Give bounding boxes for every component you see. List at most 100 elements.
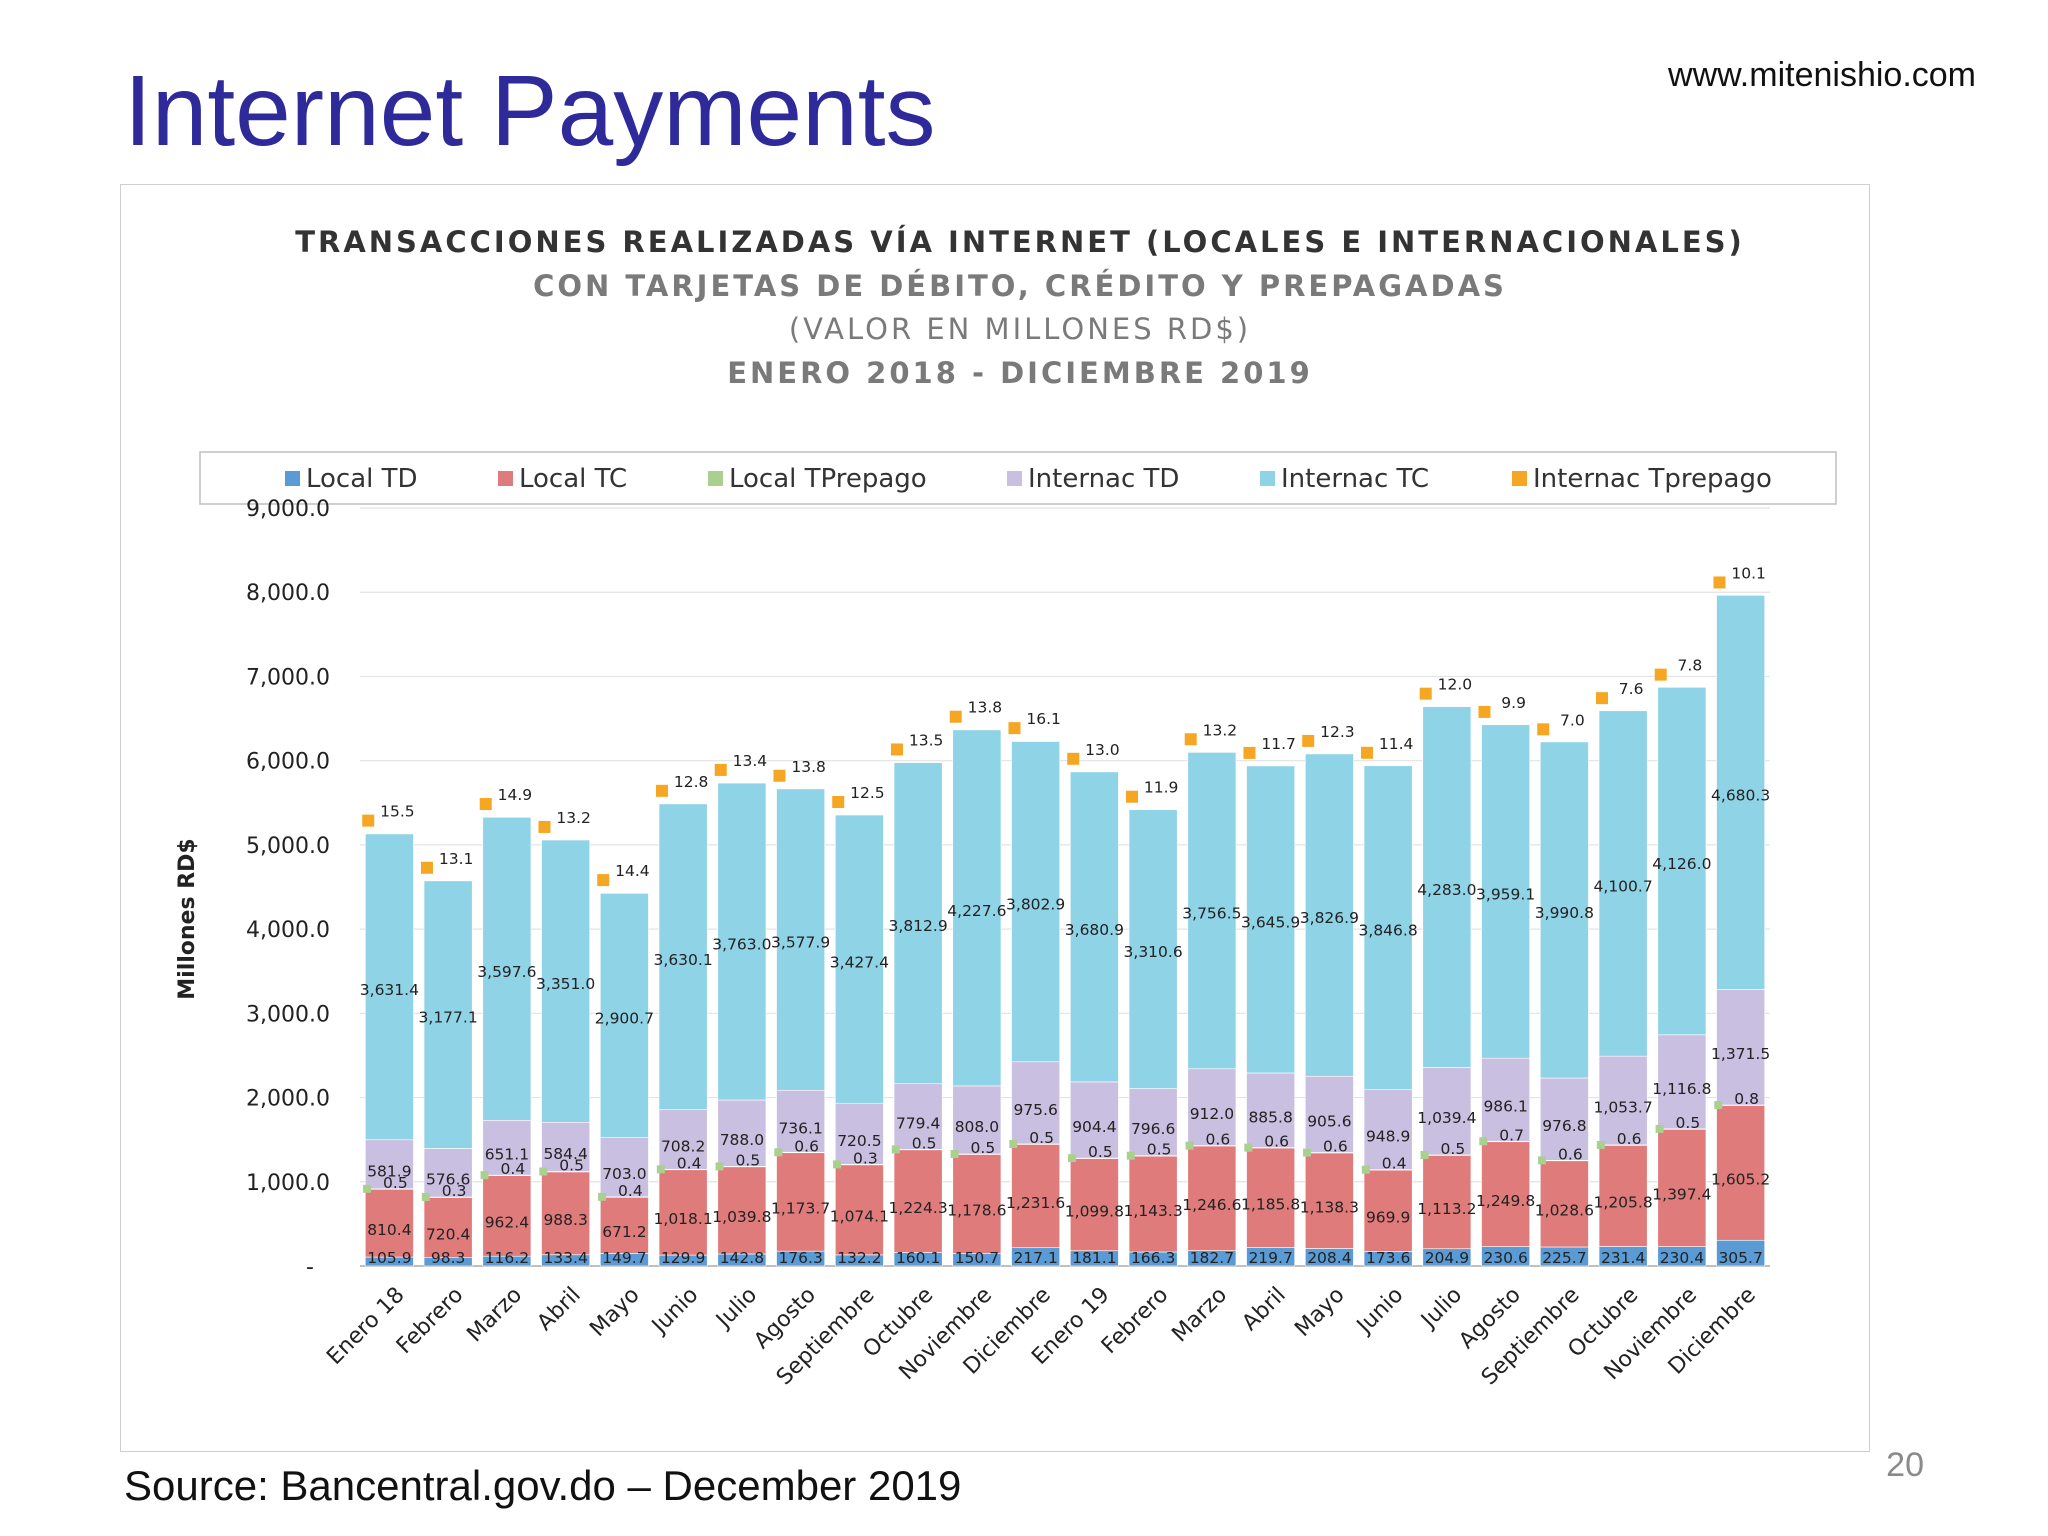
bar-segment xyxy=(1069,1157,1119,1252)
bar-segment xyxy=(423,1196,473,1259)
data-label: 12.5 xyxy=(850,784,885,802)
x-tick-label: Abril xyxy=(1238,1283,1291,1336)
prepago-marker xyxy=(1008,722,1021,735)
data-label: 0.5 xyxy=(736,1151,761,1169)
data-label: 12.0 xyxy=(1438,676,1473,694)
data-label: 160.1 xyxy=(896,1249,940,1267)
data-label: 14.4 xyxy=(615,862,650,880)
data-label: 1,605.2 xyxy=(1711,1171,1770,1189)
bar-segment xyxy=(658,1109,708,1170)
prepago-marker xyxy=(1360,746,1373,759)
prepago-marker xyxy=(597,874,610,887)
data-label: 1,249.8 xyxy=(1476,1192,1535,1210)
prepago-marker xyxy=(1302,734,1315,747)
bar-segment xyxy=(364,833,414,1141)
tprepago-marker xyxy=(715,1162,724,1171)
prepago-marker xyxy=(832,795,845,808)
bar-segment xyxy=(1246,1072,1296,1148)
bar-segment xyxy=(1422,706,1472,1068)
data-label: 11.4 xyxy=(1379,735,1414,753)
tprepago-marker xyxy=(1714,1101,1723,1110)
tprepago-marker xyxy=(421,1193,430,1202)
bar-segment xyxy=(423,880,473,1149)
legend-swatch xyxy=(285,471,300,486)
x-tick-label: Mayo xyxy=(585,1283,644,1342)
bar-segment xyxy=(1481,724,1531,1059)
data-label: 0.7 xyxy=(1499,1126,1524,1144)
prepago-marker xyxy=(1419,687,1432,700)
data-label: 0.5 xyxy=(912,1134,937,1152)
prepago-marker xyxy=(773,769,786,782)
data-label: 9.9 xyxy=(1501,694,1526,712)
data-label: 0.8 xyxy=(1734,1090,1759,1108)
legend-label: Local TPrepago xyxy=(729,464,927,494)
data-label: 3,597.6 xyxy=(477,963,536,981)
x-tick-label: Junio xyxy=(646,1283,703,1340)
prepago-marker xyxy=(1537,723,1550,736)
x-tick-label: Febrero xyxy=(392,1283,468,1359)
y-tick-label: 8,000.0 xyxy=(246,581,330,606)
data-label: 0.4 xyxy=(677,1154,702,1172)
bar-segment xyxy=(1187,752,1237,1070)
data-label: 231.4 xyxy=(1601,1249,1645,1267)
data-label: 13.5 xyxy=(909,731,944,749)
legend-swatch xyxy=(1512,471,1527,486)
tprepago-marker xyxy=(656,1165,665,1174)
y-tick-label: 9,000.0 xyxy=(246,497,330,522)
prepago-marker xyxy=(1595,692,1608,705)
tprepago-marker xyxy=(1655,1124,1664,1133)
data-label: 1,224.3 xyxy=(889,1199,948,1217)
y-tick-label: 5,000.0 xyxy=(246,834,330,859)
x-tick-label: Mayo xyxy=(1290,1283,1349,1342)
data-label: 703.0 xyxy=(602,1165,646,1183)
data-label: 4,680.3 xyxy=(1711,786,1770,804)
bar-segment xyxy=(834,1164,884,1256)
data-label: 13.8 xyxy=(968,699,1003,717)
bar-segment xyxy=(1539,741,1589,1079)
data-label: 129.9 xyxy=(661,1249,705,1267)
data-label: 0.3 xyxy=(853,1149,878,1167)
data-label: 720.4 xyxy=(426,1225,470,1243)
prepago-marker xyxy=(890,743,903,756)
bar-segment xyxy=(658,1169,708,1256)
prepago-marker xyxy=(1184,733,1197,746)
bar-segment xyxy=(1598,1144,1648,1247)
bar-segment xyxy=(1128,1155,1178,1253)
bar-segment xyxy=(1481,1141,1531,1247)
tprepago-marker xyxy=(833,1160,842,1169)
legend-swatch xyxy=(1007,471,1022,486)
data-label: 4,126.0 xyxy=(1652,855,1711,873)
y-tick-label: 3,000.0 xyxy=(246,1002,330,1027)
data-label: 720.5 xyxy=(837,1132,881,1150)
data-label: 3,826.9 xyxy=(1300,909,1359,927)
tprepago-marker xyxy=(1068,1154,1077,1163)
data-label: 1,113.2 xyxy=(1417,1200,1476,1218)
data-label: 3,645.9 xyxy=(1241,913,1300,931)
data-label: 808.0 xyxy=(955,1118,999,1136)
bar-segment xyxy=(893,762,943,1085)
data-label: 1,397.4 xyxy=(1652,1186,1711,1204)
bar-segment xyxy=(541,1171,591,1256)
data-label: 204.9 xyxy=(1425,1249,1469,1267)
tprepago-marker xyxy=(1126,1151,1135,1160)
prepago-marker xyxy=(714,763,727,776)
data-label: 3,756.5 xyxy=(1182,905,1241,923)
tprepago-marker xyxy=(891,1145,900,1154)
data-label: 3,990.8 xyxy=(1535,904,1594,922)
tprepago-marker xyxy=(1479,1137,1488,1146)
data-label: 166.3 xyxy=(1131,1249,1175,1267)
data-label: 810.4 xyxy=(367,1221,411,1239)
data-label: 1,053.7 xyxy=(1594,1099,1653,1117)
data-label: 1,138.3 xyxy=(1300,1199,1359,1217)
bar-segment xyxy=(1011,1143,1061,1249)
data-label: 0.5 xyxy=(559,1157,584,1175)
chart-title-block: TRANSACCIONES REALIZADAS VÍA INTERNET (L… xyxy=(295,225,1742,390)
data-label: 904.4 xyxy=(1072,1118,1116,1136)
bar-segment xyxy=(1716,1239,1766,1267)
data-label: 105.9 xyxy=(367,1249,411,1267)
page-number: 20 xyxy=(1886,1446,1924,1484)
data-label: 3,959.1 xyxy=(1476,885,1535,903)
data-label: 3,680.9 xyxy=(1065,921,1124,939)
data-label: 4,100.7 xyxy=(1594,877,1653,895)
data-label: 581.9 xyxy=(367,1162,411,1180)
